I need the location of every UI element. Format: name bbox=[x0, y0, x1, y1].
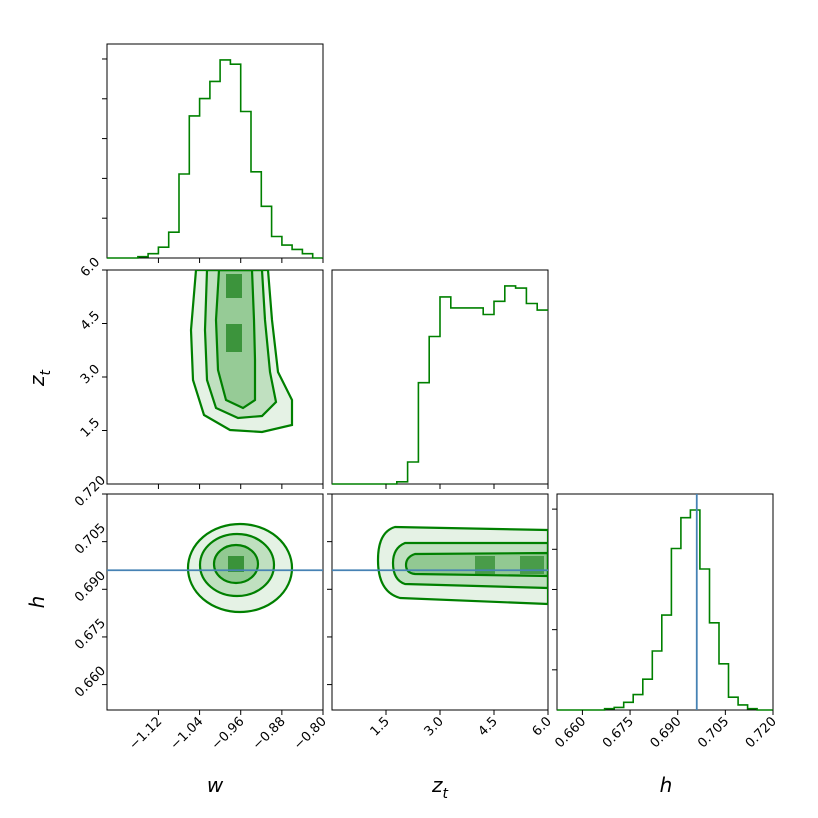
hm-x-label-1: 0.675 bbox=[600, 714, 637, 751]
wz-y-label-0: 1.5 bbox=[78, 415, 103, 440]
panel-h-marginal-frame bbox=[556, 493, 774, 711]
contour-zt-h bbox=[376, 525, 548, 606]
wz-y-label-3: 6.0 bbox=[78, 255, 103, 280]
zh-x-label-2: 4.5 bbox=[476, 714, 501, 739]
hist-w bbox=[107, 59, 323, 259]
wh-y-label-3: 0.705 bbox=[72, 521, 109, 558]
hist-h bbox=[557, 509, 773, 711]
panel-w-marginal-frame bbox=[106, 43, 324, 259]
hm-x-label-4: 0.720 bbox=[743, 714, 780, 751]
ylabel-h: h bbox=[25, 596, 49, 609]
wz-y-label-1: 3.0 bbox=[78, 362, 103, 387]
xlabel-w: w bbox=[207, 773, 224, 797]
wh-y-label-0: 0.660 bbox=[72, 664, 109, 701]
contour-w-h bbox=[186, 522, 294, 614]
xlabel-h: h bbox=[660, 773, 673, 797]
wh-y-label-2: 0.690 bbox=[72, 568, 109, 605]
wh-x-label-3: −0.88 bbox=[250, 714, 289, 753]
xlabel-zt-sub: t bbox=[443, 786, 449, 802]
zh-x-label-3: 6.0 bbox=[530, 714, 555, 739]
wh-x-label-1: −1.04 bbox=[168, 714, 207, 753]
wh-y-label-1: 0.675 bbox=[72, 616, 109, 653]
ylabel-zt-base: z bbox=[25, 375, 49, 387]
xlabel-zt-base: z bbox=[431, 773, 443, 797]
wz-y-label-2: 4.5 bbox=[78, 308, 103, 333]
xlabel-zt: zt bbox=[431, 773, 449, 802]
panel-w-h-frame bbox=[106, 493, 324, 711]
hm-x-label-3: 0.705 bbox=[695, 714, 732, 751]
zh-x-label-0: 1.5 bbox=[368, 714, 393, 739]
ylabel-zt-sub: t bbox=[38, 370, 54, 376]
zh-x-label-1: 3.0 bbox=[422, 714, 447, 739]
wh-y-label-4: 0.720 bbox=[72, 473, 109, 510]
wh-x-label-0: −1.12 bbox=[126, 714, 165, 753]
contour-w-zt bbox=[189, 270, 294, 434]
hm-x-label-2: 0.690 bbox=[648, 714, 685, 751]
wh-x-label-2: −0.96 bbox=[209, 714, 248, 753]
wh-x-label-4: −0.80 bbox=[291, 714, 330, 753]
ylabel-zt: zt bbox=[25, 370, 54, 388]
hist-zt bbox=[332, 285, 548, 485]
hm-x-label-0: 0.660 bbox=[552, 714, 589, 751]
